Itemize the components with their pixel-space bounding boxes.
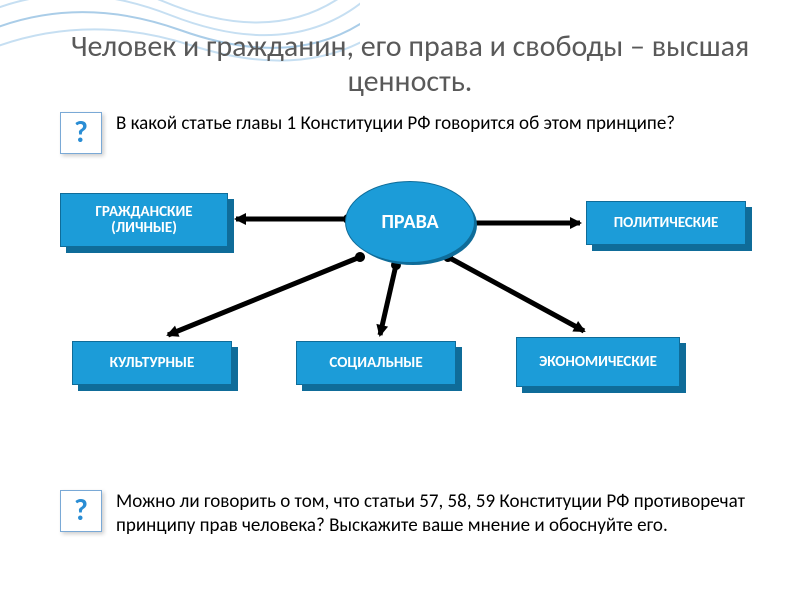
- question-1-text: В какой статье главы 1 Конституции РФ го…: [116, 112, 760, 136]
- rights-diagram: ПРАВА ГРАЖДАНСКИЕ (ЛИЧНЫЕ) ПОЛИТИЧЕСКИЕ КУ…: [40, 175, 760, 475]
- node-economic: ЭКОНОМИЧЕСКИЕ: [516, 337, 680, 387]
- question-icon: ?: [60, 112, 102, 154]
- question-2-block: ? Можно ли говорить о том, что статьи 57…: [60, 490, 760, 538]
- question-2-text: Можно ли говорить о том, что статьи 57, …: [116, 490, 760, 538]
- question-1-block: ? В какой статье главы 1 Конституции РФ …: [60, 112, 760, 154]
- node-civil: ГРАЖДАНСКИЕ (ЛИЧНЫЕ): [60, 193, 228, 247]
- node-political: ПОЛИТИЧЕСКИЕ: [586, 201, 746, 245]
- question-icon: ?: [60, 490, 102, 532]
- node-social: СОЦИАЛЬНЫЕ: [296, 341, 456, 385]
- center-node: ПРАВА: [345, 181, 475, 263]
- node-cultural: КУЛЬТУРНЫЕ: [72, 341, 232, 385]
- slide-title: Человек и гражданин, его права и свободы…: [60, 30, 760, 99]
